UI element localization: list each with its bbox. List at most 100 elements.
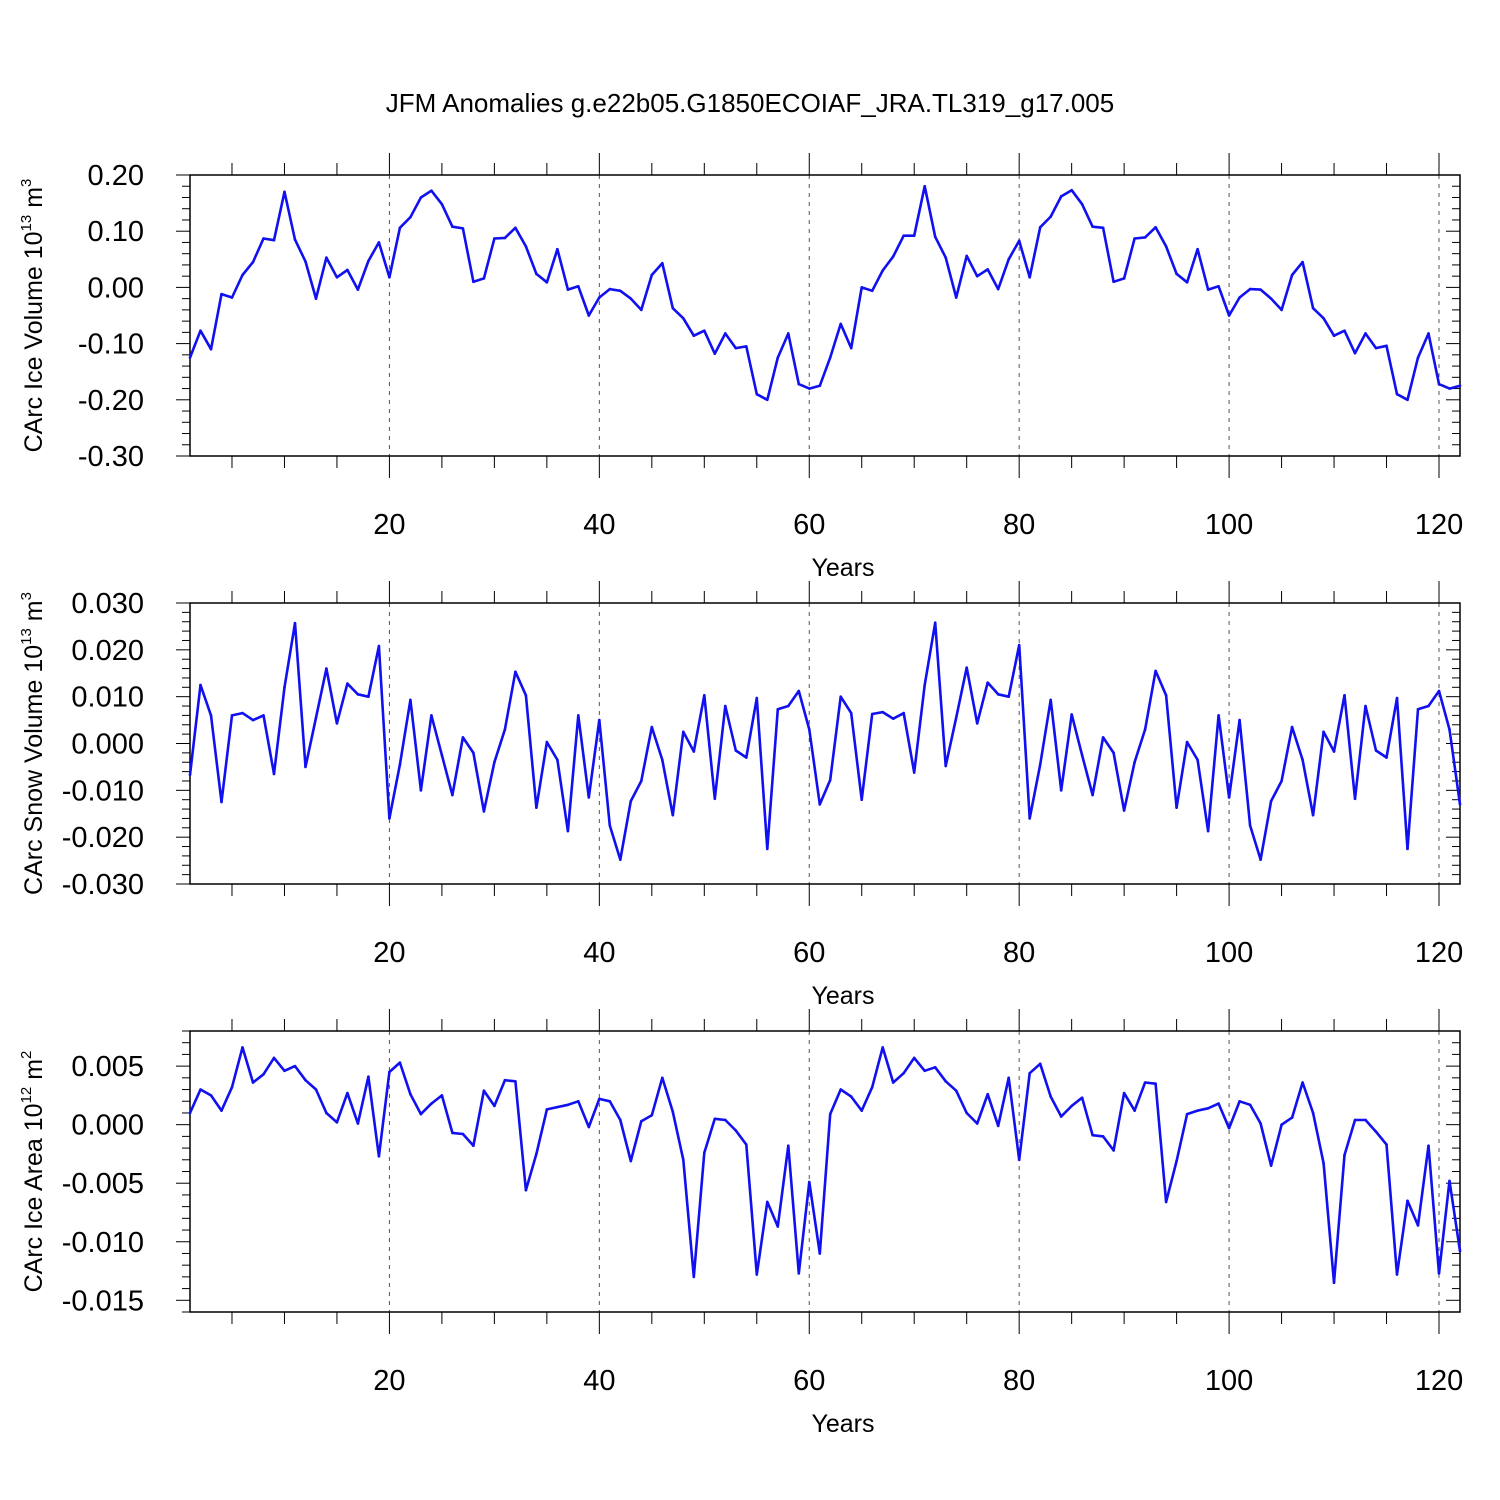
data-point — [1406, 1199, 1409, 1203]
data-point — [1059, 195, 1063, 198]
data-point — [1049, 215, 1052, 218]
data-point — [325, 1111, 328, 1115]
data-point — [283, 190, 286, 194]
series-line-1 — [188, 1046, 1462, 1284]
data-point — [682, 317, 685, 320]
data-point — [199, 329, 202, 332]
data-point — [545, 1108, 549, 1111]
panels: 20 40 60 80 100 120 0.20 0.10 0.00 -0.10 -0.20 -0.3… — [18, 153, 1463, 1438]
y-tick-label: -0.010 — [62, 775, 144, 807]
data-point — [1164, 1200, 1168, 1204]
data-point — [1301, 260, 1304, 264]
data-point — [430, 189, 433, 193]
x-tick-label-20: 20 — [373, 1365, 405, 1397]
data-point — [304, 260, 307, 263]
data-point — [1427, 704, 1430, 708]
data-point — [1154, 225, 1157, 229]
data-point — [797, 1272, 801, 1275]
data-point — [661, 758, 664, 762]
data-point — [566, 1103, 570, 1107]
data-point — [1185, 1112, 1189, 1116]
data-point — [923, 184, 927, 188]
data-point — [241, 1046, 244, 1049]
data-point — [734, 346, 738, 350]
x-tick-label-100: 100 — [1205, 509, 1253, 541]
data-point — [1017, 643, 1021, 647]
panel-1: 20 40 60 80 100 120 0.20 0.10 0.00 -0.10 -0.20 -0.3… — [18, 153, 1463, 582]
data-point — [1164, 245, 1168, 248]
data-point — [251, 260, 255, 264]
data-point — [640, 1119, 643, 1123]
data-point — [619, 858, 622, 861]
data-point — [1374, 1130, 1378, 1133]
data-point — [640, 779, 643, 783]
data-point — [325, 256, 328, 259]
data-point — [1448, 387, 1451, 390]
data-point — [1353, 797, 1357, 801]
data-point — [986, 1092, 989, 1096]
y-label-unit: m — [20, 600, 48, 628]
y-label-unit-exponent: 3 — [18, 179, 35, 187]
data-point — [451, 225, 454, 229]
data-point — [933, 1065, 937, 1069]
data-point — [640, 308, 643, 312]
data-point — [629, 297, 633, 300]
y-label-text: CArc Ice Area 10 — [20, 1103, 48, 1292]
data-point — [671, 1110, 675, 1114]
data-point — [398, 226, 402, 230]
data-point — [954, 1089, 958, 1093]
data-point — [849, 1095, 853, 1098]
data-point — [1301, 1081, 1304, 1084]
data-point — [482, 810, 486, 813]
data-point — [881, 1046, 885, 1049]
data-point — [1259, 288, 1262, 291]
data-point — [1458, 803, 1462, 806]
data-point — [1248, 824, 1252, 827]
data-point — [251, 718, 255, 722]
data-point — [1112, 751, 1115, 755]
data-point — [1175, 1159, 1178, 1163]
data-point — [535, 272, 538, 276]
data-point — [839, 1088, 843, 1091]
y-label-text: CArc Snow Volume 10 — [20, 645, 48, 895]
data-point — [409, 215, 412, 219]
x-tick-label-80: 80 — [1003, 937, 1035, 969]
data-point — [314, 1088, 318, 1091]
x-tick-label-120: 120 — [1415, 509, 1463, 541]
data-point — [765, 1200, 769, 1204]
data-point — [1080, 1096, 1084, 1100]
data-point — [461, 736, 465, 739]
data-point — [870, 289, 874, 293]
data-point — [199, 1088, 202, 1091]
data-point — [598, 718, 601, 722]
data-point — [702, 1151, 706, 1155]
data-point — [1290, 725, 1294, 729]
data-point — [1311, 306, 1315, 310]
data-point — [902, 711, 906, 715]
data-point — [1038, 225, 1042, 229]
data-point — [1112, 280, 1115, 284]
data-point — [598, 296, 601, 299]
data-point — [650, 1114, 654, 1117]
data-point — [514, 226, 517, 230]
data-point — [1112, 1149, 1115, 1152]
data-point — [682, 1158, 685, 1162]
x-tick-label-80: 80 — [1003, 1365, 1035, 1397]
data-point — [1196, 758, 1199, 762]
data-point — [661, 261, 664, 265]
data-point — [1311, 813, 1315, 817]
data-point — [1049, 698, 1052, 702]
data-point — [1133, 760, 1136, 764]
data-point — [608, 824, 612, 827]
data-point — [482, 1089, 486, 1093]
data-point — [702, 329, 706, 332]
data-point — [388, 275, 391, 279]
data-point — [1028, 1071, 1031, 1075]
data-point — [944, 764, 948, 768]
data-point — [230, 1085, 234, 1089]
data-point — [1343, 1153, 1346, 1157]
y-tick-label: -0.010 — [62, 1227, 144, 1259]
data-point — [493, 1104, 496, 1108]
data-point — [1122, 1091, 1126, 1095]
data-point — [293, 1064, 297, 1068]
